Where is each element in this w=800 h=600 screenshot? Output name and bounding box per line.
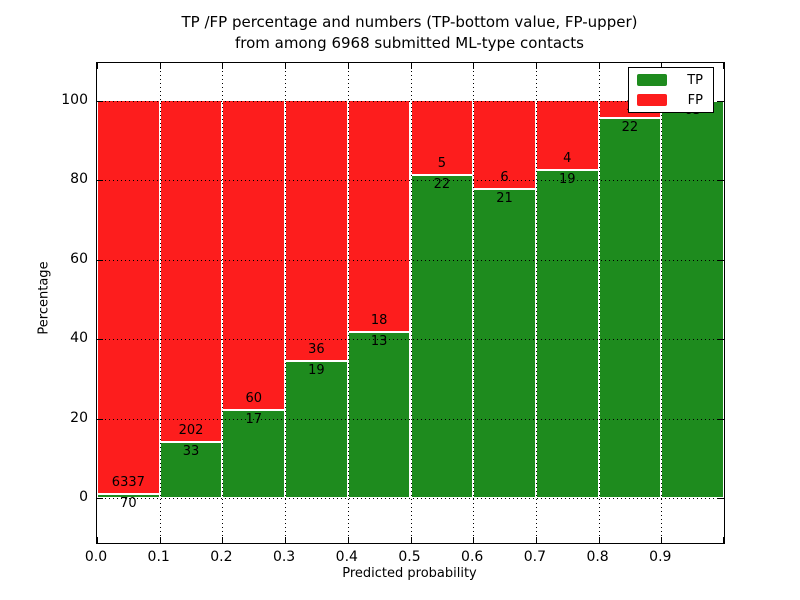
y-tick-label: 60 bbox=[70, 250, 88, 267]
x-tick-mark bbox=[410, 63, 412, 69]
tp-bar-segment bbox=[661, 101, 724, 498]
chart-title-line1: TP /FP percentage and numbers (TP-bottom… bbox=[181, 13, 638, 31]
tp-swatch-icon bbox=[637, 74, 667, 86]
x-tick-mark bbox=[535, 63, 537, 69]
x-tick-label: 0.9 bbox=[649, 549, 672, 565]
x-tick-label: 0.3 bbox=[272, 549, 296, 565]
legend-label-tp: TP bbox=[687, 72, 703, 88]
x-tick-label: 0.6 bbox=[461, 549, 484, 565]
y-tick-mark bbox=[718, 339, 724, 341]
y-tick-mark bbox=[718, 180, 724, 182]
x-tick-mark bbox=[410, 537, 412, 543]
x-tick-mark bbox=[723, 537, 724, 543]
y-tick-mark bbox=[718, 498, 724, 499]
y-tick-label: 20 bbox=[70, 409, 88, 426]
x-tick-mark bbox=[598, 63, 600, 69]
y-tick-label: 40 bbox=[70, 330, 88, 347]
x-tick-label: 0.8 bbox=[586, 549, 609, 565]
x-tick-mark bbox=[723, 63, 724, 69]
fp-bar-segment bbox=[347, 101, 411, 332]
plot-area: 6337702023360173619181352262141912263 bbox=[96, 62, 725, 544]
x-tick-label: 0.7 bbox=[523, 549, 547, 565]
x-tick-mark bbox=[347, 63, 349, 69]
x-tick-mark bbox=[222, 537, 224, 543]
y-axis-label: Percentage bbox=[36, 261, 52, 335]
x-tick-mark bbox=[222, 63, 224, 69]
y-tick-mark bbox=[718, 418, 724, 420]
chart-title-line2: from among 6968 submitted ML-type contac… bbox=[235, 34, 584, 52]
x-tick-label: 0.1 bbox=[147, 549, 170, 565]
chart-title: TP /FP percentage and numbers (TP-bottom… bbox=[96, 12, 723, 54]
tp-bar-segment bbox=[473, 189, 536, 498]
y-tick-mark bbox=[97, 498, 103, 499]
legend-label-fp: FP bbox=[687, 92, 703, 108]
x-tick-mark bbox=[347, 537, 349, 543]
tp-bar-segment bbox=[598, 118, 662, 498]
fp-bar-segment bbox=[535, 101, 599, 171]
tp-bar-segment bbox=[535, 170, 599, 498]
fp-bar-segment bbox=[222, 101, 286, 411]
tp-bar-segment bbox=[159, 442, 223, 498]
x-tick-mark bbox=[598, 537, 600, 543]
y-tick-mark bbox=[718, 101, 724, 102]
x-tick-mark bbox=[285, 63, 287, 69]
x-axis-label: Predicted probability bbox=[342, 566, 477, 581]
horizontal-gridline bbox=[97, 498, 724, 499]
x-tick-mark bbox=[285, 537, 287, 543]
fp-bar-segment bbox=[473, 101, 536, 190]
tp-bar-segment bbox=[285, 360, 348, 498]
x-tick-label: 0.5 bbox=[398, 549, 421, 565]
y-tick-mark bbox=[97, 101, 103, 102]
fp-bar-segment bbox=[410, 101, 474, 175]
tp-bar-segment bbox=[410, 174, 474, 498]
y-tick-mark bbox=[97, 339, 103, 341]
x-tick-mark bbox=[473, 537, 475, 543]
y-tick-mark bbox=[97, 180, 103, 182]
y-tick-label: 100 bbox=[61, 92, 88, 108]
fp-bar-segment bbox=[285, 101, 348, 361]
x-tick-label: 0.2 bbox=[210, 549, 233, 565]
x-tick-mark bbox=[159, 63, 161, 69]
x-tick-mark bbox=[535, 537, 537, 543]
y-tick-mark bbox=[97, 259, 103, 261]
x-tick-mark bbox=[159, 537, 161, 543]
x-tick-mark bbox=[97, 537, 98, 543]
fp-bar-segment bbox=[97, 101, 160, 494]
tp-count-label: 70 bbox=[120, 495, 137, 511]
fp-swatch-icon bbox=[637, 94, 667, 106]
x-tick-label: 0.4 bbox=[335, 549, 358, 565]
y-tick-label: 80 bbox=[70, 171, 88, 188]
tp-bar-segment bbox=[97, 493, 160, 498]
fp-bar-segment bbox=[159, 101, 223, 443]
y-tick-mark bbox=[718, 259, 724, 261]
tp-bar-segment bbox=[222, 410, 286, 498]
tp-bar-segment bbox=[347, 331, 411, 498]
x-tick-mark bbox=[97, 63, 98, 69]
x-tick-mark bbox=[473, 63, 475, 69]
x-tick-mark bbox=[661, 537, 663, 543]
legend-item-tp: TP bbox=[629, 73, 713, 88]
legend-item-fp: FP bbox=[629, 93, 713, 108]
legend: TP FP bbox=[628, 67, 714, 113]
y-tick-mark bbox=[97, 418, 103, 420]
x-tick-label: 0.0 bbox=[84, 549, 108, 565]
y-tick-label: 0 bbox=[79, 489, 88, 505]
